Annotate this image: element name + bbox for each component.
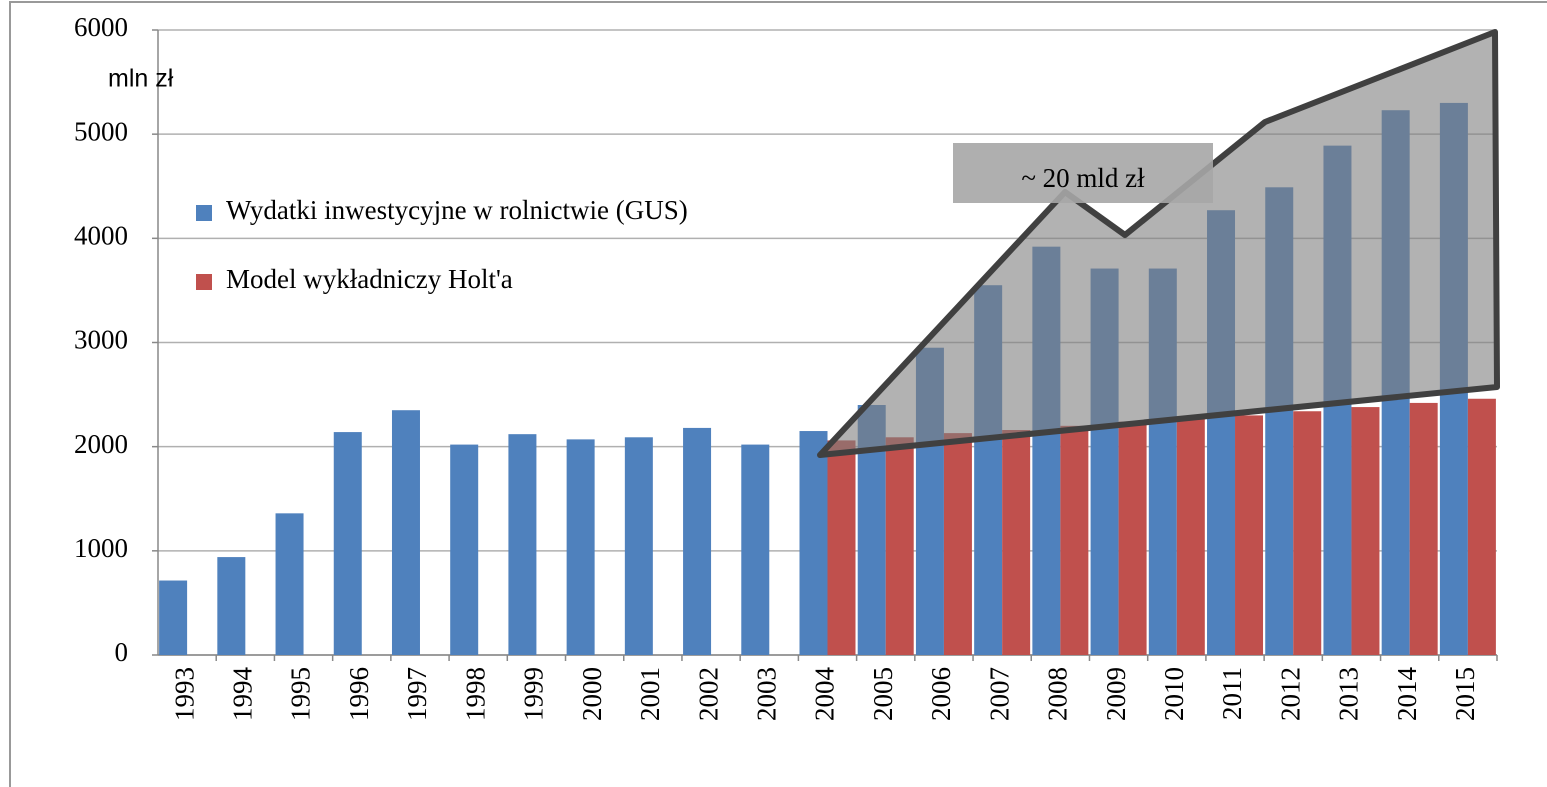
bar bbox=[943, 433, 972, 655]
bar bbox=[566, 439, 595, 655]
bar bbox=[1409, 402, 1438, 655]
legend-swatch bbox=[196, 205, 212, 221]
x-tick-label: 2005 bbox=[868, 667, 898, 721]
bar bbox=[275, 513, 304, 655]
x-tick-label: 1994 bbox=[228, 667, 258, 722]
bar bbox=[624, 437, 653, 655]
bar bbox=[1467, 398, 1496, 655]
x-tick-label: 2002 bbox=[693, 667, 723, 721]
x-tick-label: 2014 bbox=[1392, 667, 1422, 722]
bar bbox=[1351, 407, 1380, 655]
x-tick-label: 2001 bbox=[635, 667, 665, 721]
bar bbox=[1235, 415, 1264, 655]
bar bbox=[885, 437, 914, 655]
difference-area bbox=[817, 29, 1500, 458]
bar bbox=[1060, 425, 1089, 655]
bar bbox=[159, 580, 188, 655]
y-tick-label: 4000 bbox=[74, 221, 128, 251]
y-tick-label: 5000 bbox=[74, 116, 128, 146]
bar bbox=[333, 432, 362, 655]
y-axis-label: mln zł bbox=[108, 65, 174, 93]
legend-swatch bbox=[196, 274, 212, 290]
frame bbox=[9, 1, 1547, 787]
x-tick-label: 1993 bbox=[169, 667, 199, 721]
y-tick-label: 2000 bbox=[74, 429, 128, 459]
y-tick-label: 0 bbox=[115, 637, 129, 667]
x-tick-label: 2003 bbox=[751, 667, 781, 721]
x-tick-label: 2010 bbox=[1159, 667, 1189, 721]
x-tick-label: 1999 bbox=[519, 667, 549, 721]
y-tick-label: 1000 bbox=[74, 533, 128, 563]
bar bbox=[508, 434, 537, 655]
x-tick-label: 2013 bbox=[1334, 667, 1364, 721]
x-tick-label: 2009 bbox=[1101, 667, 1131, 721]
legend-label: Wydatki inwestycyjne w rolnictwie (GUS) bbox=[226, 195, 688, 225]
bar bbox=[1293, 411, 1322, 655]
x-tick-label: 1996 bbox=[344, 667, 374, 721]
x-tick-label: 1998 bbox=[460, 667, 490, 721]
x-tick-label: 2006 bbox=[926, 667, 956, 721]
x-tick-label: 1997 bbox=[402, 667, 432, 721]
bar bbox=[1118, 421, 1147, 655]
x-tick-label: 1995 bbox=[286, 667, 316, 721]
bar bbox=[1176, 418, 1205, 655]
bar bbox=[741, 444, 770, 655]
x-tick-label: 2015 bbox=[1450, 667, 1480, 721]
y-tick-label: 3000 bbox=[74, 325, 128, 355]
bar bbox=[799, 431, 828, 655]
bar bbox=[683, 427, 712, 655]
bar bbox=[1002, 430, 1031, 655]
x-tick-label: 2007 bbox=[984, 667, 1014, 721]
y-tick-label: 6000 bbox=[74, 12, 128, 42]
bar bbox=[827, 440, 856, 655]
x-tick-label: 2004 bbox=[810, 667, 840, 722]
annotation: ~ 20 mld zł bbox=[1021, 163, 1145, 193]
x-tick-label: 2012 bbox=[1275, 667, 1305, 721]
x-tick-label: 2008 bbox=[1043, 667, 1073, 721]
bar bbox=[217, 557, 246, 655]
bar bbox=[450, 444, 479, 655]
x-tick-label: 2000 bbox=[577, 667, 607, 721]
bar bbox=[391, 410, 420, 655]
legend-label: Model wykładniczy Holt'a bbox=[226, 264, 513, 294]
annotation-box bbox=[953, 143, 1213, 203]
x-tick-label: 2011 bbox=[1217, 667, 1247, 720]
